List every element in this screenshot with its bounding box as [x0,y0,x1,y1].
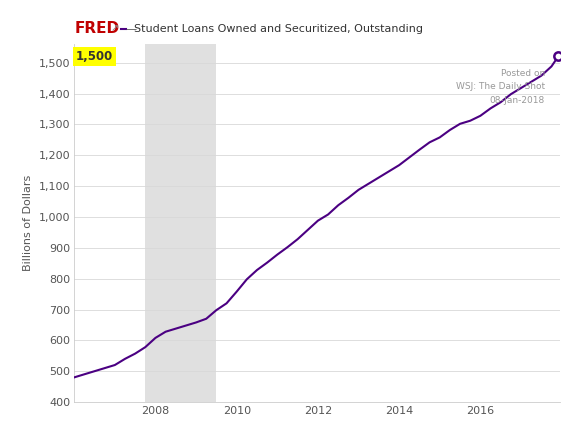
Text: 1,500: 1,500 [76,49,113,62]
Text: FRED: FRED [74,21,119,36]
Y-axis label: Billions of Dollars: Billions of Dollars [23,175,33,271]
Point [118,26,124,31]
Text: ↗: ↗ [111,24,119,34]
Bar [145,44,216,402]
Text: —: — [125,24,136,34]
Text: Posted on
WSJ: The Daily Shot
08-Jan-2018: Posted on WSJ: The Daily Shot 08-Jan-201… [456,69,545,105]
Point [123,26,130,31]
Text: Student Loans Owned and Securitized, Outstanding: Student Loans Owned and Securitized, Out… [134,24,423,34]
